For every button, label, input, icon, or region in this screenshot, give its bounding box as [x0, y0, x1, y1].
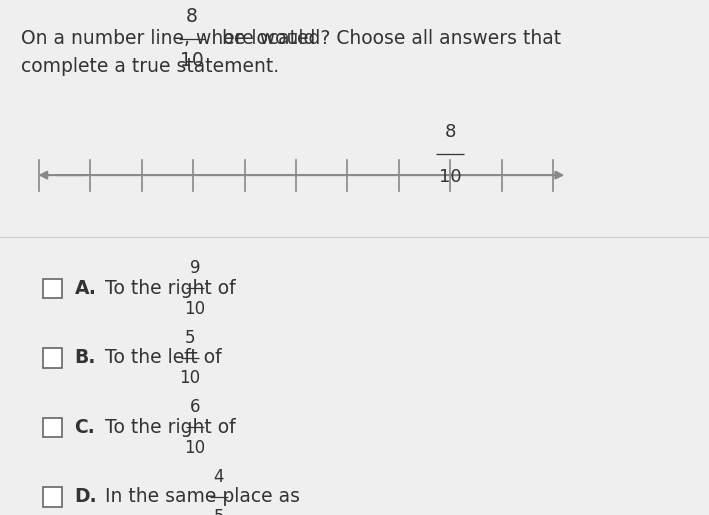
- Text: To the left of: To the left of: [105, 349, 228, 367]
- Text: 10: 10: [184, 439, 206, 457]
- Text: 8: 8: [445, 123, 456, 141]
- Text: 5: 5: [213, 508, 224, 515]
- Text: To the right of: To the right of: [105, 279, 242, 298]
- Text: 4: 4: [213, 468, 224, 486]
- FancyBboxPatch shape: [43, 418, 62, 437]
- FancyBboxPatch shape: [43, 487, 62, 507]
- Text: 10: 10: [439, 168, 462, 186]
- Text: 5: 5: [185, 329, 195, 347]
- Text: 10: 10: [179, 369, 201, 387]
- Text: C.: C.: [74, 418, 95, 437]
- Text: 9: 9: [189, 259, 200, 277]
- Text: 10: 10: [180, 51, 204, 70]
- Text: A.: A.: [74, 279, 96, 298]
- Text: complete a true statement.: complete a true statement.: [21, 58, 279, 76]
- Text: On a number line, where would: On a number line, where would: [21, 29, 322, 48]
- FancyBboxPatch shape: [43, 279, 62, 298]
- Text: D.: D.: [74, 488, 97, 506]
- Text: 8: 8: [186, 7, 198, 26]
- Text: To the right of: To the right of: [105, 418, 242, 437]
- FancyBboxPatch shape: [43, 348, 62, 368]
- Text: In the same place as: In the same place as: [105, 488, 306, 506]
- Text: 10: 10: [184, 300, 206, 318]
- Text: be located? Choose all answers that: be located? Choose all answers that: [216, 29, 561, 48]
- Text: B.: B.: [74, 349, 96, 367]
- Text: 6: 6: [189, 398, 200, 416]
